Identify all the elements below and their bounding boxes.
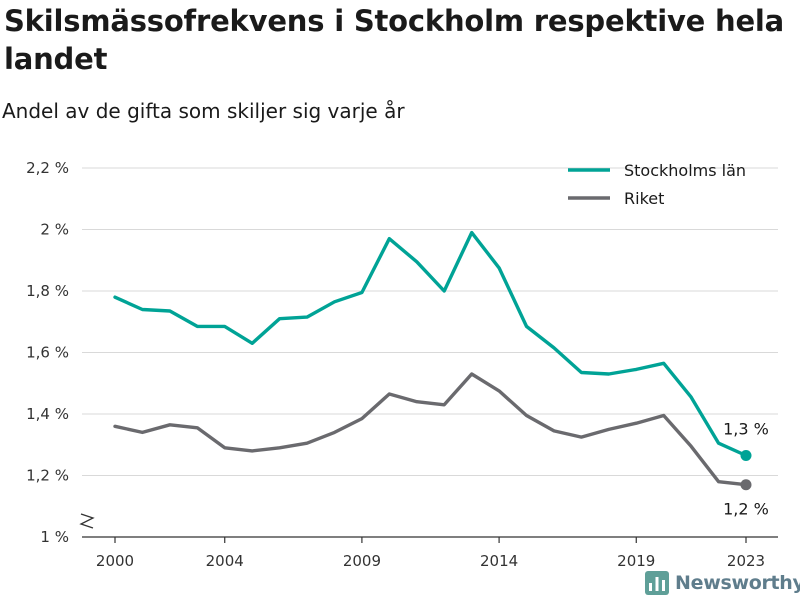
legend: Stockholms län Riket [568, 161, 746, 208]
legend-label: Riket [624, 189, 664, 208]
y-tick-label: 1,6 % [26, 344, 69, 362]
x-tick-label: 2009 [343, 552, 381, 570]
axes: 1 % 1,2 % 1,4 % 1,6 % 1,8 % 2 % 2,2 % 2000 2004 2… [26, 159, 778, 570]
y-tick-label: 1,8 % [26, 282, 69, 300]
chart-subtitle: Andel av de gifta som skiljer sig varje … [2, 99, 405, 123]
gridlines [82, 167, 778, 476]
y-tick-label: 2,2 % [26, 159, 69, 177]
axis-break-icon [79, 513, 95, 529]
y-tick-label: 1 % [40, 528, 69, 546]
brand-logo: Newsworthy [645, 568, 800, 598]
series-end-label: 1,2 % [723, 500, 769, 519]
series-lines: 1,3 % 1,2 % [113, 230, 769, 519]
legend-label: Stockholms län [624, 161, 746, 180]
series-line [113, 230, 748, 458]
x-tick-label: 2000 [96, 552, 134, 570]
series-line [113, 372, 748, 487]
x-tick-label: 2023 [727, 552, 765, 570]
series-end-point [740, 479, 752, 491]
x-tick-label: 2019 [617, 552, 655, 570]
series-end-label: 1,3 % [723, 420, 769, 439]
series-end-point [740, 450, 752, 462]
y-tick-label: 1,2 % [26, 467, 69, 485]
chart-title: Skilsmässofrekvens i Stockholm respektiv… [4, 4, 785, 76]
y-tick-label: 2 % [40, 221, 69, 239]
brand-name: Newsworthy [675, 572, 800, 594]
y-tick-label: 1,4 % [26, 405, 69, 423]
bar-chart-logo-icon [645, 571, 669, 595]
x-tick-label: 2014 [480, 552, 518, 570]
x-tick-label: 2004 [206, 552, 244, 570]
